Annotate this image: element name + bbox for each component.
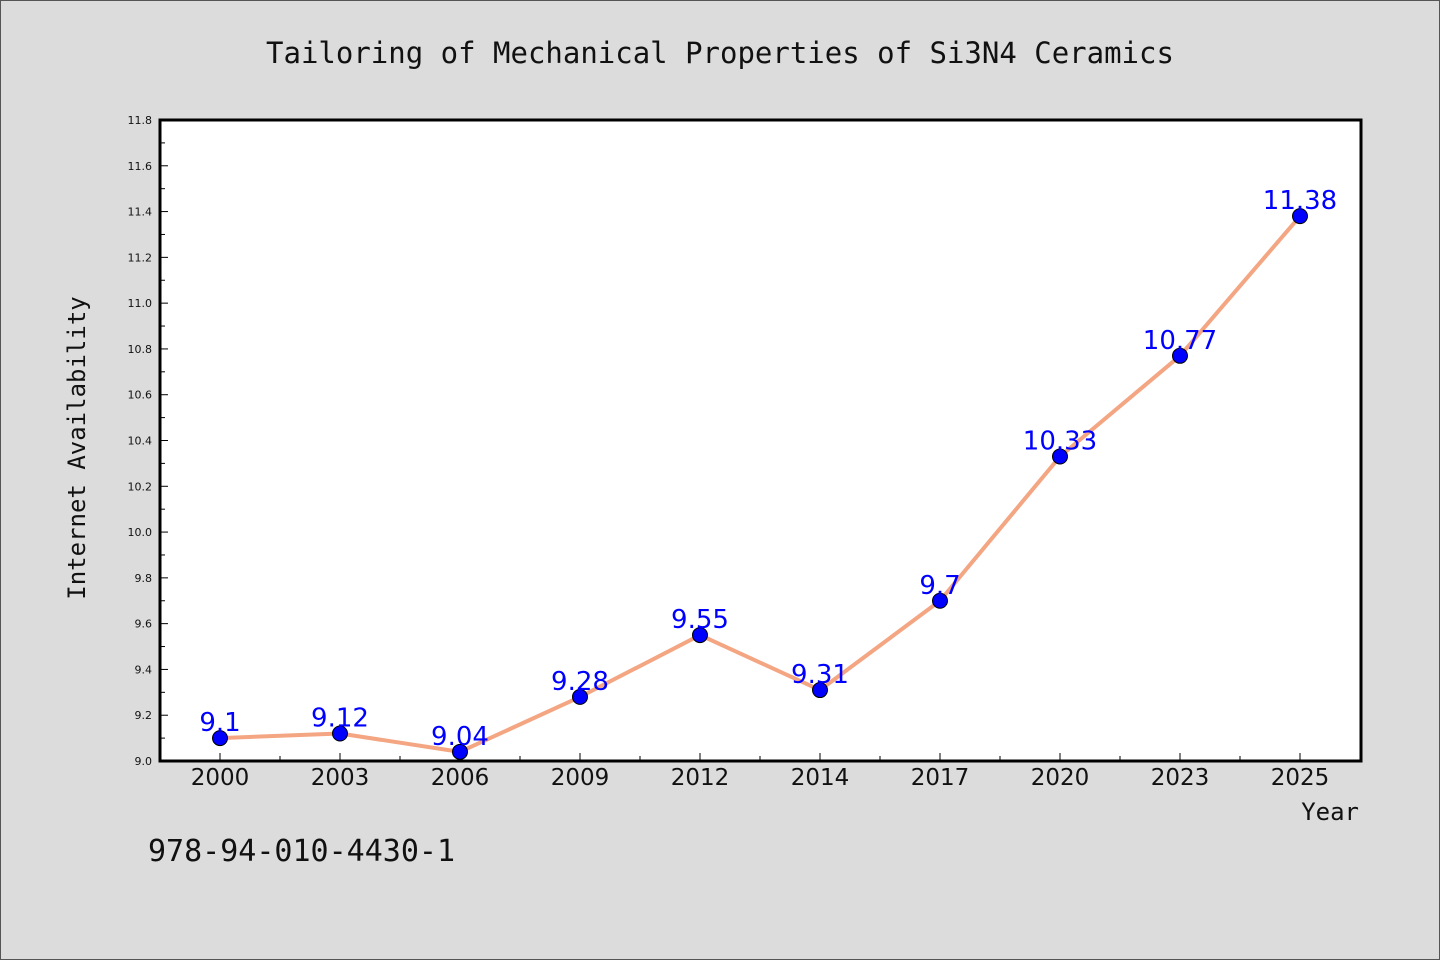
y-tick-label: 11.2: [128, 251, 153, 264]
y-tick-label: 10.4: [128, 435, 153, 448]
x-tick-label: 2009: [551, 765, 610, 791]
y-axis: 9.0 9.2 9.4 9.6 9.8 10.0 10.2 10.4 10.6 10.8 11.0 1…: [128, 114, 168, 768]
y-tick-label: 10.8: [128, 343, 153, 356]
data-label: 9.1: [199, 708, 240, 738]
y-tick-label: 11.4: [128, 206, 153, 219]
x-tick-label: 2017: [911, 765, 970, 791]
chart-title: Tailoring of Mechanical Properties of Si…: [266, 36, 1174, 70]
x-axis-label: Year: [1301, 798, 1359, 826]
data-point: [452, 743, 468, 760]
data-label: 10.33: [1023, 427, 1097, 457]
data-label: 9.12: [311, 704, 369, 734]
y-tick-label: 10.6: [128, 389, 153, 402]
data-label: 9.7: [919, 571, 960, 601]
x-tick-label: 2012: [671, 765, 730, 791]
x-tick-label: 2006: [431, 765, 490, 791]
data-label: 9.04: [431, 722, 489, 752]
data-label: 10.77: [1143, 326, 1217, 356]
data-point: [572, 688, 588, 705]
data-point: [1052, 448, 1068, 465]
data-label: 9.28: [551, 667, 609, 697]
y-tick-label: 9.0: [135, 755, 153, 768]
y-tick-label: 9.8: [135, 572, 153, 585]
data-point: [212, 730, 228, 747]
series-line-group: [212, 208, 1308, 760]
data-label: 9.31: [791, 660, 849, 690]
x-tick-label: 2020: [1031, 765, 1090, 791]
y-tick-label: 9.2: [135, 709, 153, 722]
x-tick-label: 2023: [1151, 765, 1210, 791]
y-tick-label: 9.6: [135, 618, 153, 631]
y-tick-label: 11.0: [128, 297, 153, 310]
plot-area: [158, 118, 1363, 763]
data-point: [332, 725, 348, 742]
data-point: [932, 592, 948, 609]
series-line: [218, 214, 1302, 754]
data-point: [1292, 208, 1308, 225]
y-axis-label: Internet Availability: [63, 296, 91, 599]
data-point: [812, 682, 828, 699]
y-tick-label: 10.2: [128, 480, 153, 493]
data-label: 9.55: [671, 605, 729, 635]
data-point: [1172, 347, 1188, 364]
y-tick-label: 10.0: [128, 526, 153, 539]
isbn-label: 978-94-010-4430-1: [148, 834, 456, 869]
y-tick-label: 11.6: [128, 160, 153, 173]
x-tick-label: 2014: [791, 765, 850, 791]
y-tick-label: 9.4: [135, 663, 153, 676]
data-point: [692, 627, 708, 644]
x-tick-label: 2003: [311, 765, 370, 791]
x-tick-label: 2000: [191, 765, 250, 791]
data-labels-group: 9.1 9.12 9.04 9.28 9.55 9.31 9.7 10.33 10.77 11.3…: [199, 186, 1337, 752]
x-tick-label: 2025: [1271, 765, 1330, 791]
x-axis: 2000 2003 2006 2009 2012 2014 2017 2020 2023 2025: [191, 753, 1330, 791]
y-tick-label: 11.8: [128, 114, 153, 127]
data-label: 11.38: [1263, 186, 1337, 216]
